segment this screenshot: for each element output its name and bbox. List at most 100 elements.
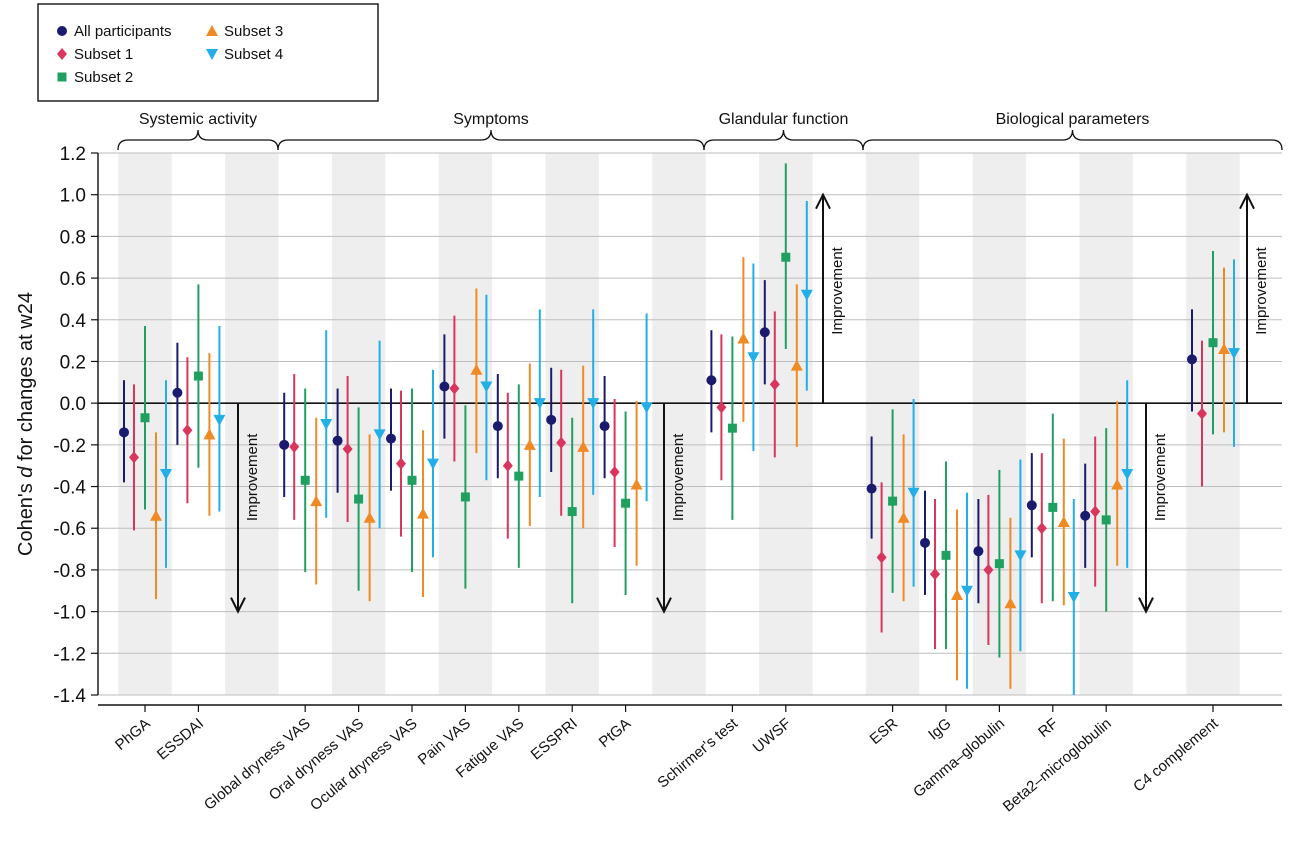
data-point [800,289,813,301]
improvement-label: Improvement [1253,246,1270,334]
group-brace [117,129,279,151]
group-label-systemic-activity: Systemic activity [139,111,257,128]
data-point [546,414,557,425]
data-point [407,475,417,485]
data-point [1004,597,1017,609]
category-label-esr: ESR [867,715,902,748]
legend-marker [57,26,67,36]
improvement-arrow-head [1239,192,1255,210]
data-point [907,487,920,499]
data-point [737,332,750,344]
data-point [941,550,951,560]
data-point [973,546,984,557]
background-band [225,153,279,695]
data-point [300,475,310,485]
y-tick-label: 0.0 [60,394,86,415]
data-point [363,511,376,523]
data-point [630,478,643,490]
data-point [1228,348,1240,360]
data-point [480,381,493,393]
y-tick-label: -0.8 [53,561,86,582]
data-point [182,424,193,437]
data-point [1090,505,1101,518]
data-point [621,498,631,508]
category-label-esspri: ESSPRI [528,715,581,763]
background-band [652,153,706,695]
data-point [983,563,994,576]
group-label-symptoms: Symptoms [453,111,529,128]
data-point [577,440,590,452]
data-point [373,429,386,441]
data-point [640,402,653,414]
data-point [747,352,760,364]
y-tick-label: 0.6 [60,269,86,290]
legend-label-subset-2: Subset 2 [74,69,133,86]
improvement-label: Improvement [670,433,687,521]
data-point [386,433,396,444]
data-point [1218,342,1230,354]
data-point [119,427,129,438]
data-point [706,375,717,386]
category-label-schirmer-s-test: Schirmer's test [654,715,741,792]
y-tick-label: -1.0 [53,603,86,624]
legend-marker [57,48,67,60]
group-label-glandular-function: Glandular function [719,111,849,128]
data-point [1048,502,1058,512]
data-point [514,471,524,481]
legend-label-subset-4: Subset 4 [224,46,283,63]
data-point [1101,515,1111,525]
data-point [439,381,450,392]
y-tick-label: -1.2 [53,644,86,665]
data-point [172,387,183,398]
data-point [994,559,1004,569]
group-braces: Systemic activity Symptoms Glandular funct… [117,111,1283,151]
y-tick-label: -0.4 [53,478,86,499]
category-label-uwsf: UWSF [750,715,795,756]
data-point [354,494,364,504]
data-point [790,359,803,371]
data-point [492,421,503,432]
data-point [1067,592,1080,604]
category-label-essdai: ESSDAI [154,715,207,763]
legend-marker [57,72,67,82]
y-tick-label: 0.4 [60,311,87,332]
data-point [470,363,483,375]
group-label-biological-parameters: Biological parameters [996,111,1150,128]
data-point [599,421,610,432]
data-point [193,371,203,381]
data-point [150,509,162,521]
data-point [502,459,513,472]
data-point [920,537,930,548]
improvement-arrow-head [656,597,672,614]
data-point [1208,338,1218,348]
data-point [897,511,910,523]
series-all-participants [119,280,1197,604]
data-point [866,483,877,494]
data-point [460,492,470,502]
data-point [289,440,300,453]
data-point [449,382,460,395]
y-tick-label: 0.2 [60,352,86,373]
series-subset-1 [129,311,1207,650]
data-point [1187,354,1197,365]
data-point [609,465,620,478]
improvement-arrow-head [1138,597,1154,614]
background-band [1079,153,1133,695]
category-label-rf: RF [1035,715,1061,741]
category-label-igg: IgG [925,715,954,744]
data-point [310,495,323,507]
data-point [523,438,536,450]
data-point [727,423,737,433]
data-point [769,378,780,391]
y-tick-label: 1.2 [60,144,86,165]
data-point [781,252,791,262]
legend: All participants Subset 1 Subset 2 Subset 3… [37,3,379,102]
data-point [396,457,406,470]
data-point [533,398,546,410]
data-point [1014,550,1027,562]
series-subset-3 [150,257,1230,689]
data-point [332,435,343,446]
data-point [279,439,290,450]
